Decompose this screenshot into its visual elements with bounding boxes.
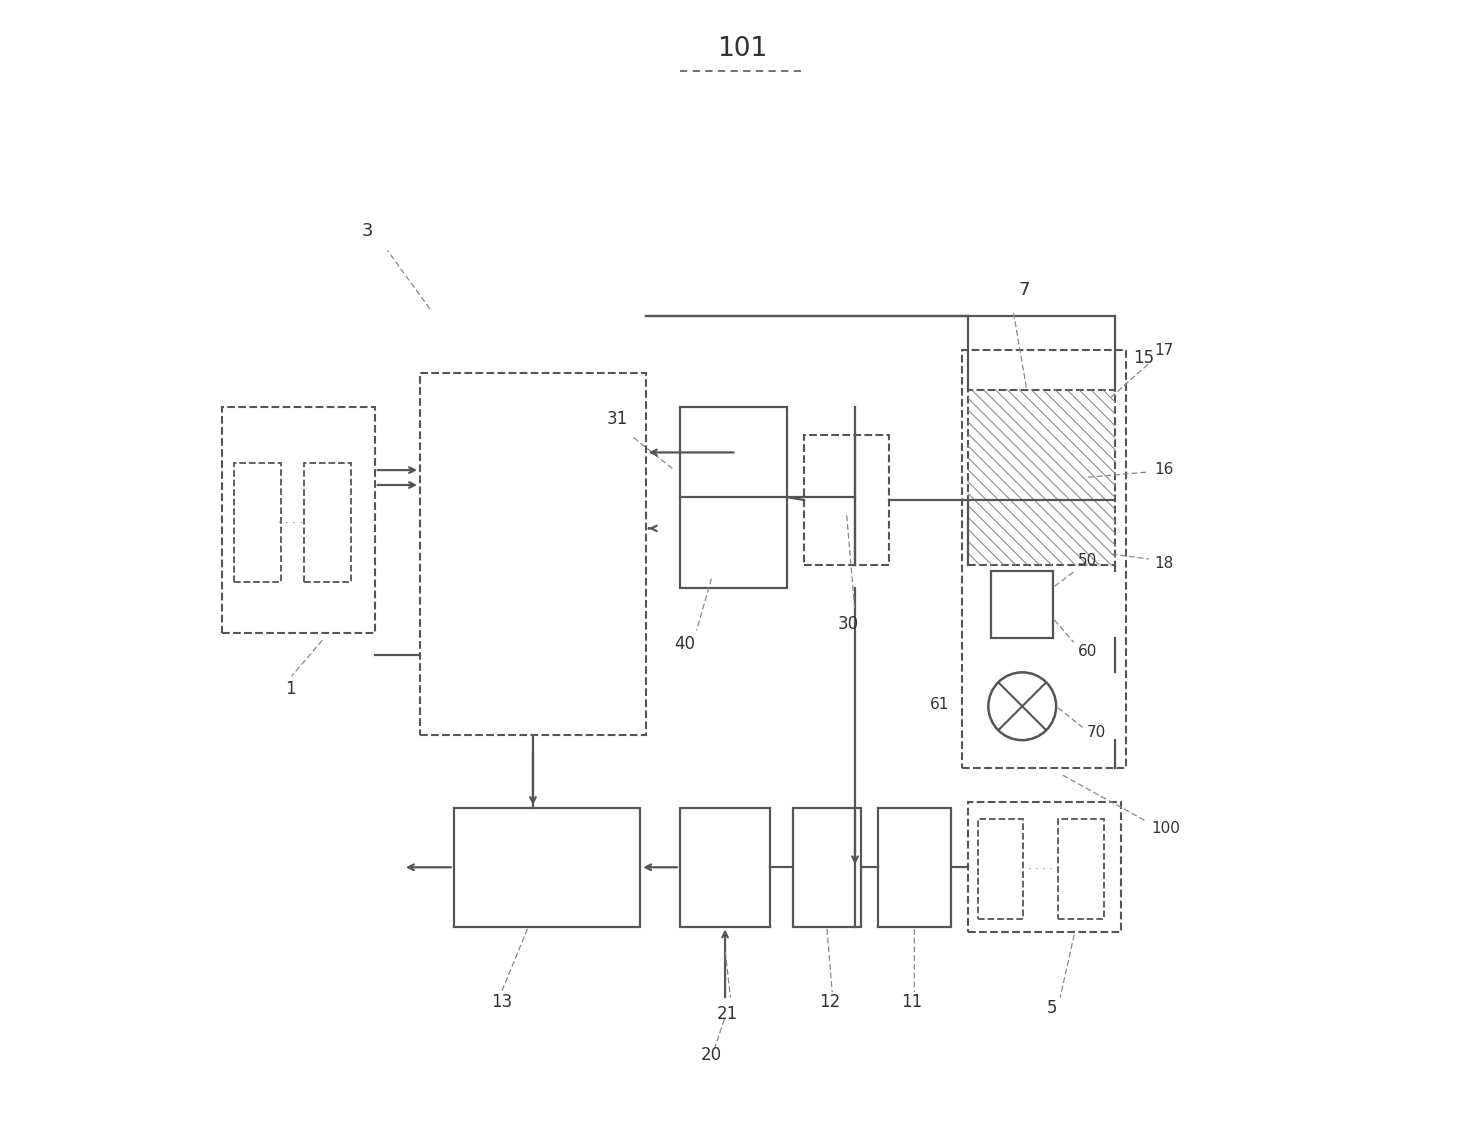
Bar <box>968 802 1120 932</box>
Text: · · · ·: · · · · <box>1028 864 1052 873</box>
Text: 70: 70 <box>1086 725 1106 740</box>
Text: 11: 11 <box>901 993 923 1011</box>
Text: 3: 3 <box>361 221 372 240</box>
Bar <box>304 463 352 582</box>
Text: 50: 50 <box>1077 554 1097 568</box>
Bar <box>223 407 375 633</box>
Text: 61: 61 <box>929 697 948 712</box>
Text: 15: 15 <box>1132 349 1155 367</box>
Text: 12: 12 <box>819 993 841 1011</box>
Text: 40: 40 <box>674 635 695 653</box>
Bar <box>420 373 646 734</box>
Text: 101: 101 <box>717 36 767 62</box>
Bar <box>454 808 640 927</box>
Bar <box>968 390 1114 565</box>
Bar <box>991 571 1052 638</box>
Text: 20: 20 <box>700 1046 723 1064</box>
Text: 7: 7 <box>1020 281 1030 299</box>
Bar <box>1058 819 1104 919</box>
Text: 13: 13 <box>491 993 512 1011</box>
Text: · · · ·: · · · · <box>278 519 303 528</box>
Text: 17: 17 <box>1155 344 1174 358</box>
Bar <box>680 407 787 588</box>
Text: 1: 1 <box>285 680 295 698</box>
Bar <box>962 350 1126 768</box>
Text: 31: 31 <box>607 410 628 428</box>
Bar <box>877 808 951 927</box>
Text: 60: 60 <box>1077 644 1097 659</box>
Text: 18: 18 <box>1155 556 1174 571</box>
Bar <box>804 435 889 565</box>
Bar <box>680 808 770 927</box>
Bar <box>978 819 1024 919</box>
Bar <box>233 463 280 582</box>
Text: 5: 5 <box>1046 999 1057 1017</box>
Text: 21: 21 <box>717 1005 738 1023</box>
Bar <box>792 808 861 927</box>
Text: 16: 16 <box>1155 462 1174 477</box>
Text: 100: 100 <box>1152 822 1180 836</box>
Text: 30: 30 <box>838 615 859 633</box>
